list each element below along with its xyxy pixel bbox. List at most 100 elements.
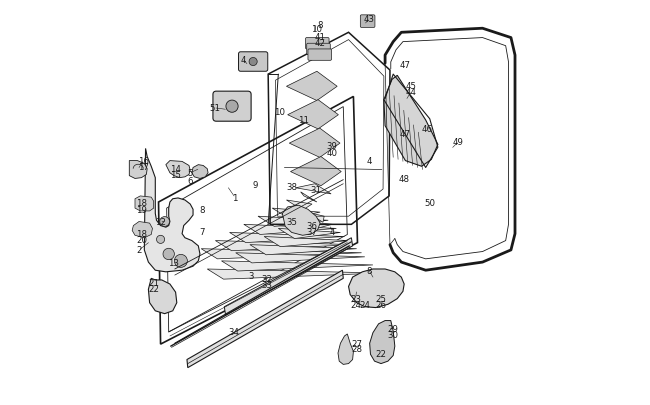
- Polygon shape: [222, 261, 373, 271]
- Polygon shape: [224, 238, 352, 315]
- Text: 25: 25: [376, 294, 387, 303]
- Polygon shape: [236, 253, 365, 263]
- Text: 29: 29: [388, 324, 398, 333]
- Polygon shape: [148, 279, 177, 314]
- Text: 44: 44: [406, 88, 417, 97]
- Text: 14: 14: [170, 165, 181, 174]
- Text: 26: 26: [376, 300, 387, 309]
- Text: 4: 4: [366, 157, 372, 166]
- Circle shape: [174, 255, 187, 268]
- Polygon shape: [129, 161, 147, 179]
- Text: 28: 28: [351, 345, 362, 354]
- Text: 9: 9: [252, 181, 258, 190]
- Circle shape: [157, 236, 164, 244]
- Polygon shape: [278, 229, 341, 239]
- FancyBboxPatch shape: [213, 92, 251, 122]
- Text: 3: 3: [248, 272, 254, 281]
- FancyBboxPatch shape: [306, 38, 329, 50]
- Text: 43: 43: [363, 15, 374, 24]
- Text: 47: 47: [400, 61, 411, 70]
- Text: 23: 23: [350, 294, 361, 303]
- Polygon shape: [287, 72, 337, 101]
- Text: 19: 19: [136, 205, 147, 214]
- Polygon shape: [307, 213, 324, 223]
- Text: 16: 16: [138, 157, 149, 166]
- Text: 34: 34: [228, 327, 239, 336]
- Polygon shape: [287, 200, 312, 211]
- Text: 37: 37: [307, 227, 317, 236]
- Text: 8: 8: [366, 266, 372, 275]
- Polygon shape: [244, 225, 336, 235]
- Polygon shape: [384, 76, 438, 167]
- Text: 20: 20: [136, 235, 147, 244]
- Text: 36: 36: [307, 222, 317, 230]
- Polygon shape: [215, 241, 354, 251]
- Polygon shape: [282, 206, 320, 236]
- FancyBboxPatch shape: [307, 44, 330, 55]
- Text: 35: 35: [286, 217, 297, 226]
- Polygon shape: [201, 249, 361, 259]
- Circle shape: [160, 217, 170, 227]
- Polygon shape: [264, 237, 348, 247]
- Text: 21: 21: [148, 278, 159, 287]
- Text: 2: 2: [136, 246, 142, 255]
- Text: 42: 42: [315, 39, 326, 48]
- Polygon shape: [291, 157, 341, 186]
- Text: 24: 24: [359, 300, 370, 309]
- Text: 48: 48: [398, 175, 410, 183]
- FancyBboxPatch shape: [239, 53, 268, 72]
- Polygon shape: [192, 165, 208, 179]
- Text: 22: 22: [376, 349, 387, 358]
- FancyBboxPatch shape: [360, 16, 375, 28]
- Text: 6: 6: [187, 177, 193, 186]
- Text: 39: 39: [327, 142, 338, 151]
- Text: 33: 33: [262, 280, 273, 289]
- Text: 10: 10: [311, 25, 322, 34]
- Polygon shape: [132, 222, 153, 238]
- Polygon shape: [272, 209, 320, 219]
- Text: 15: 15: [170, 171, 181, 179]
- Polygon shape: [292, 221, 332, 231]
- Text: 51: 51: [209, 104, 220, 113]
- Polygon shape: [166, 161, 190, 178]
- Text: 8: 8: [317, 21, 323, 30]
- Polygon shape: [207, 269, 382, 279]
- Polygon shape: [250, 245, 357, 255]
- Text: 38: 38: [286, 183, 297, 192]
- Text: 47: 47: [400, 130, 411, 139]
- Text: 45: 45: [406, 81, 417, 90]
- Polygon shape: [229, 233, 344, 243]
- Polygon shape: [135, 196, 153, 211]
- Text: 41: 41: [315, 33, 326, 42]
- Polygon shape: [258, 217, 328, 227]
- Text: 4: 4: [330, 227, 335, 236]
- Polygon shape: [187, 271, 343, 368]
- Text: 1: 1: [232, 193, 238, 202]
- Text: 13: 13: [168, 258, 179, 267]
- Text: 5: 5: [187, 169, 193, 178]
- Text: 24: 24: [350, 300, 361, 309]
- Text: 18: 18: [136, 199, 147, 208]
- Text: 18: 18: [136, 230, 147, 239]
- Text: 27: 27: [351, 339, 362, 348]
- Polygon shape: [370, 321, 395, 364]
- Text: 30: 30: [387, 330, 398, 339]
- Polygon shape: [144, 149, 200, 272]
- FancyBboxPatch shape: [308, 50, 332, 61]
- Circle shape: [249, 58, 257, 66]
- Text: 17: 17: [138, 162, 149, 171]
- Text: 31: 31: [311, 185, 322, 194]
- Text: 10: 10: [274, 108, 285, 117]
- Polygon shape: [296, 184, 331, 194]
- Text: 22: 22: [148, 284, 159, 293]
- Polygon shape: [289, 129, 340, 158]
- Text: 49: 49: [453, 138, 463, 147]
- Text: 46: 46: [422, 124, 433, 133]
- Polygon shape: [348, 269, 404, 308]
- Text: 32: 32: [262, 274, 273, 283]
- Polygon shape: [288, 100, 339, 130]
- Circle shape: [163, 249, 174, 260]
- Circle shape: [226, 101, 238, 113]
- Text: 12: 12: [155, 217, 166, 226]
- Polygon shape: [338, 334, 354, 364]
